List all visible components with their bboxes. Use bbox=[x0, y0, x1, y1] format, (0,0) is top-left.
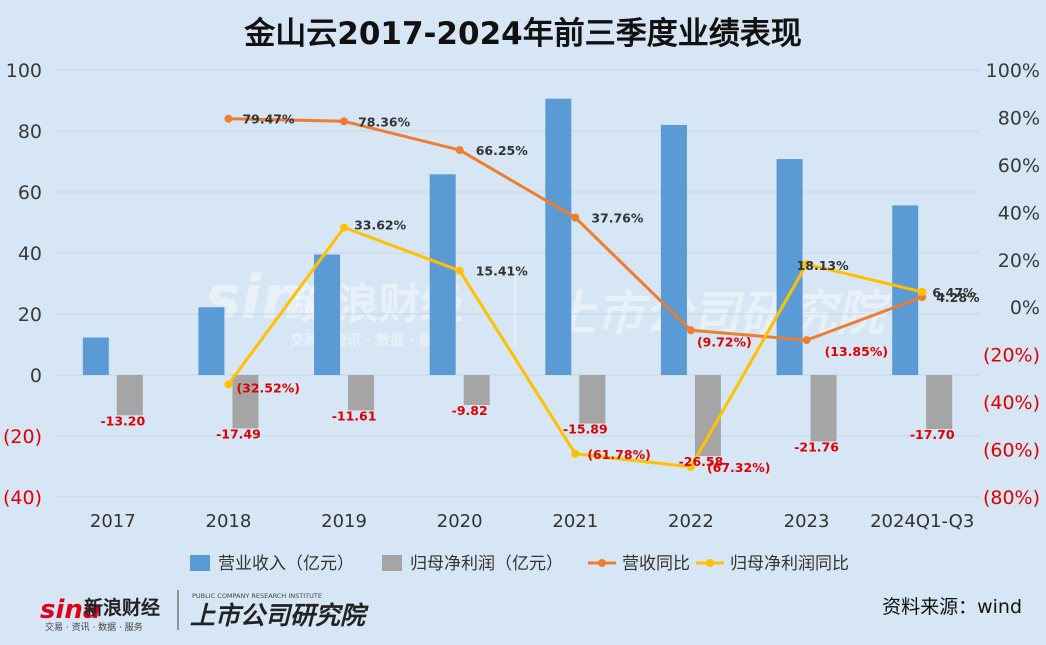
right-axis-tick-label: (40%) bbox=[983, 392, 1040, 414]
bar-revenue bbox=[82, 337, 109, 375]
bar-revenue bbox=[198, 307, 225, 375]
revenue-yoy-data-label: 4.28% bbox=[936, 290, 980, 305]
revenue-yoy-data-label: (13.85%) bbox=[825, 344, 889, 359]
lines bbox=[224, 114, 927, 471]
gridlines bbox=[55, 69, 980, 498]
x-axis-tick-label: 2024Q1-Q3 bbox=[870, 511, 974, 532]
net-profit-data-label: -9.82 bbox=[452, 403, 488, 418]
point-net-profit-yoy bbox=[802, 260, 811, 269]
x-axis-tick-label: 2018 bbox=[206, 511, 252, 532]
legend-label: 营业收入（亿元） bbox=[218, 554, 354, 574]
x-axis-tick-label: 2017 bbox=[90, 511, 136, 532]
point-revenue-yoy bbox=[571, 213, 580, 222]
net-profit-data-label: -26.58 bbox=[679, 454, 724, 469]
legend-swatch bbox=[382, 555, 402, 571]
x-axis-tick-label: 2020 bbox=[437, 511, 483, 532]
left-axis-tick-label: 0 bbox=[30, 365, 42, 387]
net-profit-data-label: -21.76 bbox=[794, 439, 839, 454]
point-net-profit-yoy bbox=[686, 462, 695, 471]
sina-logo-name: 新浪财经 bbox=[84, 596, 160, 619]
point-revenue-yoy bbox=[802, 336, 811, 345]
bar-revenue bbox=[545, 98, 572, 376]
net-profit-yoy-data-label: (67.32%) bbox=[707, 460, 771, 475]
bar-net-profit bbox=[810, 375, 837, 442]
revenue-yoy-data-label: (9.72%) bbox=[697, 334, 752, 349]
left-axis-tick-label: 20 bbox=[18, 304, 42, 326]
left-axis-tick-label: (40) bbox=[3, 487, 42, 509]
legend-label: 归母净利润同比 bbox=[730, 554, 849, 574]
net-profit-data-label: -13.20 bbox=[100, 413, 145, 428]
point-revenue-yoy bbox=[224, 114, 233, 123]
right-axis-tick-label: (60%) bbox=[983, 440, 1040, 462]
point-revenue-yoy bbox=[340, 117, 349, 126]
left-axis-tick-label: 100 bbox=[6, 60, 42, 82]
bar-net-profit bbox=[579, 375, 606, 424]
x-axis-tick-label: 2019 bbox=[321, 511, 367, 532]
sina-logo: sina bbox=[40, 595, 100, 625]
net-profit-data-label: -17.70 bbox=[910, 427, 955, 442]
x-axis-tick-label: 2023 bbox=[784, 511, 830, 532]
net-profit-data-label: -11.61 bbox=[332, 408, 377, 423]
left-axis-tick-label: (20) bbox=[3, 426, 42, 448]
sina-logo-sub: 交易 · 资讯 · 数据 · 服务 bbox=[45, 621, 143, 633]
legend-swatch-marker bbox=[706, 559, 714, 567]
watermark-sina-sub: 交易 · 资讯 · 数据 · 服务 bbox=[290, 332, 448, 349]
net-profit-yoy-data-label: 33.62% bbox=[354, 217, 407, 232]
x-axis-tick-label: 2022 bbox=[668, 511, 714, 532]
point-net-profit-yoy bbox=[455, 266, 464, 275]
point-net-profit-yoy bbox=[340, 223, 349, 232]
net-profit-yoy-data-label: (32.52%) bbox=[236, 380, 300, 395]
right-axis-tick-label: 60% bbox=[998, 155, 1040, 177]
net-profit-data-label: -17.49 bbox=[216, 426, 261, 441]
legend-swatch-marker bbox=[598, 559, 606, 567]
left-axis-tick-label: 60 bbox=[18, 182, 42, 204]
axes: (40) (20) 0 20 40 60 80 100 (80%) (60%) (40%) (20%)… bbox=[3, 60, 1040, 532]
left-axis-tick-label: 80 bbox=[18, 121, 42, 143]
revenue-yoy-data-label: 37.76% bbox=[591, 211, 644, 226]
footer: sina 新浪财经 交易 · 资讯 · 数据 · 服务 PUBLIC COMPA… bbox=[40, 590, 1022, 633]
right-axis-tick-label: (20%) bbox=[983, 345, 1040, 367]
left-axis-tick-label: 40 bbox=[18, 243, 42, 265]
bar-net-profit bbox=[232, 375, 259, 429]
net-profit-yoy-data-label: 6.47% bbox=[932, 285, 976, 300]
x-axis-tick-label: 2021 bbox=[552, 511, 598, 532]
data-labels: -13.20 -17.49 -11.61 -9.82 -15.89 -26.58 -21.7… bbox=[100, 112, 980, 475]
revenue-yoy-data-label: 78.36% bbox=[358, 114, 411, 129]
chart-title: 金山云2017-2024年前三季度业绩表现 bbox=[243, 16, 801, 52]
bar-net-profit bbox=[463, 375, 490, 405]
legend-swatch bbox=[190, 555, 210, 571]
point-revenue-yoy bbox=[686, 326, 695, 335]
right-axis-tick-label: 40% bbox=[998, 202, 1040, 224]
legend: 营业收入（亿元） 归母净利润（亿元） 营收同比 归母净利润同比 bbox=[190, 554, 849, 574]
legend-label: 营收同比 bbox=[622, 554, 690, 574]
bar-net-profit bbox=[116, 375, 143, 416]
right-axis-tick-label: 100% bbox=[986, 60, 1040, 82]
point-net-profit-yoy bbox=[224, 380, 233, 389]
bar-revenue bbox=[660, 124, 687, 376]
net-profit-yoy-data-label: (61.78%) bbox=[587, 447, 651, 462]
revenue-yoy-data-label: 79.47% bbox=[242, 112, 295, 127]
bar-net-profit bbox=[694, 375, 721, 457]
institute-logo: 上市公司研究院 bbox=[190, 601, 369, 630]
bars bbox=[82, 98, 953, 457]
source-note: 资料来源：wind bbox=[882, 596, 1022, 618]
point-revenue-yoy bbox=[455, 146, 464, 155]
legend-label: 归母净利润（亿元） bbox=[410, 554, 563, 574]
right-axis-tick-label: 20% bbox=[998, 250, 1040, 272]
right-axis-tick-label: 80% bbox=[998, 107, 1040, 129]
revenue-yoy-data-label: 66.25% bbox=[476, 143, 529, 158]
net-profit-data-label: -15.89 bbox=[563, 421, 608, 436]
right-axis-tick-label: 0% bbox=[1010, 297, 1040, 319]
bar-revenue bbox=[429, 174, 456, 375]
bar-revenue bbox=[314, 254, 341, 375]
right-axis-tick-label: (80%) bbox=[983, 487, 1040, 509]
point-net-profit-yoy bbox=[571, 449, 580, 458]
point-net-profit-yoy bbox=[918, 287, 927, 296]
bar-net-profit bbox=[926, 375, 953, 429]
bar-net-profit bbox=[348, 375, 375, 411]
net-profit-yoy-data-label: 15.41% bbox=[476, 264, 529, 279]
institute-logo-en: PUBLIC COMPANY RESEARCH INSTITUTE bbox=[192, 592, 322, 600]
net-profit-yoy-data-label: 18.13% bbox=[797, 258, 850, 273]
